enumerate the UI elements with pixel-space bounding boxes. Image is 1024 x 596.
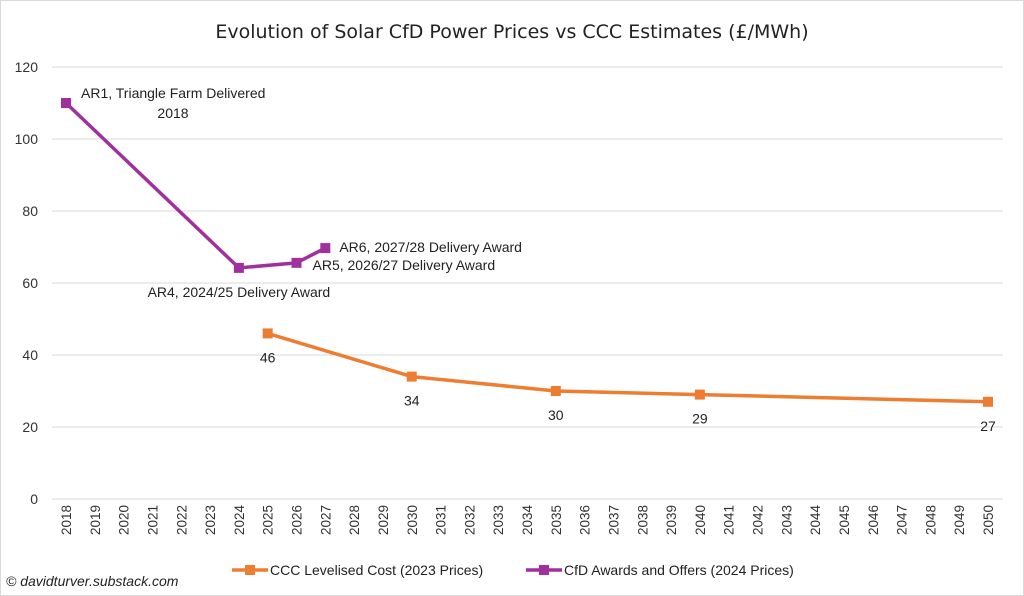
x-tick-label: 2024 [232,505,247,536]
x-tick-label: 2022 [174,505,189,535]
data-point-marker [291,257,302,268]
series-group [61,98,993,407]
x-tick-label: 2018 [59,505,74,535]
chart-title: Evolution of Solar CfD Power Prices vs C… [215,21,808,43]
y-tick-label: 120 [15,59,39,75]
x-tick-label: 2031 [434,505,449,535]
data-label: AR6, 2027/28 Delivery Award [339,239,522,255]
data-label: 2018 [157,105,188,121]
x-tick-label: 2026 [290,505,305,535]
x-tick-label: 2037 [606,505,621,535]
data-label: 46 [260,349,276,365]
legend-item: CCC Levelised Cost (2023 Prices) [232,562,483,578]
data-label: 27 [980,418,996,434]
x-tick-label: 2033 [491,505,506,535]
x-tick-label: 2020 [117,505,132,535]
series-line [64,101,327,270]
x-tick-label: 2029 [376,505,391,535]
legend-label: CfD Awards and Offers (2024 Prices) [564,562,794,578]
x-tick-label: 2046 [866,505,881,535]
x-tick-label: 2041 [722,505,737,535]
x-tick-label: 2030 [405,505,420,535]
y-tick-label: 40 [22,347,38,363]
y-tick-label: 80 [22,203,38,219]
data-point-marker [550,386,561,396]
data-label: 29 [692,411,708,427]
legend-label: CCC Levelised Cost (2023 Prices) [270,562,483,578]
series-line [267,331,989,404]
legend-marker-icon [245,565,255,575]
x-tick-label: 2021 [145,505,160,535]
data-label: 30 [548,407,564,423]
y-tick-label: 0 [30,491,38,507]
x-axis-ticks: 2018 2019 2020 2021 2022 2023 2024 2025 2026 2027… [59,505,996,536]
y-tick-label: 100 [15,131,39,147]
gridlines [52,66,1003,500]
credit-text: © davidturver.substack.com [6,573,179,589]
x-tick-label: 2040 [693,505,708,535]
x-tick-label: 2027 [318,505,333,535]
x-tick-label: 2034 [520,505,535,536]
x-tick-label: 2050 [981,505,996,535]
x-tick-label: 2047 [895,505,910,535]
y-tick-label: 60 [22,275,38,291]
y-tick-label: 20 [22,419,38,435]
x-tick-label: 2048 [923,505,938,535]
x-tick-label: 2032 [462,505,477,535]
x-tick-label: 2036 [578,505,593,535]
x-tick-label: 2043 [779,505,794,535]
data-label: AR5, 2026/27 Delivery Award [313,257,496,273]
y-axis-ticks: 0 20 40 60 80 100 120 [15,59,39,507]
legend-marker-icon [539,565,549,575]
x-tick-label: 2028 [347,505,362,535]
data-label: AR1, Triangle Farm Delivered [81,85,265,101]
data-point-marker [406,371,417,382]
x-tick-label: 2049 [952,505,967,535]
x-tick-label: 2023 [203,505,218,535]
legend: CCC Levelised Cost (2023 Prices) CfD Awar… [232,562,794,578]
x-tick-label: 2025 [261,505,276,535]
data-labels: 46 34 30 29 27 AR1, Triangle Farm Delivered 20… [81,85,996,434]
legend-item: CfD Awards and Offers (2024 Prices) [526,562,794,578]
x-tick-label: 2044 [808,505,823,536]
x-tick-label: 2035 [549,505,564,535]
x-tick-label: 2019 [88,505,103,535]
x-tick-label: 2039 [664,505,679,535]
data-point-marker [262,328,273,339]
data-point-marker [61,98,71,108]
x-tick-label: 2042 [751,505,766,535]
data-point-marker [983,396,993,407]
data-label: AR4, 2024/25 Delivery Award [148,284,331,300]
data-label: 34 [404,393,420,409]
data-point-marker [233,262,244,273]
x-tick-label: 2038 [635,505,650,535]
x-tick-label: 2045 [837,505,852,535]
data-point-marker [694,389,705,400]
data-point-marker [320,243,331,254]
